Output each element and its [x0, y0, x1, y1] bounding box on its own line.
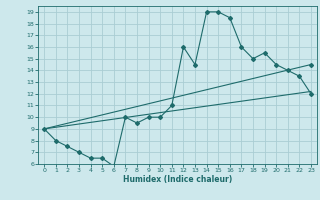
- X-axis label: Humidex (Indice chaleur): Humidex (Indice chaleur): [123, 175, 232, 184]
